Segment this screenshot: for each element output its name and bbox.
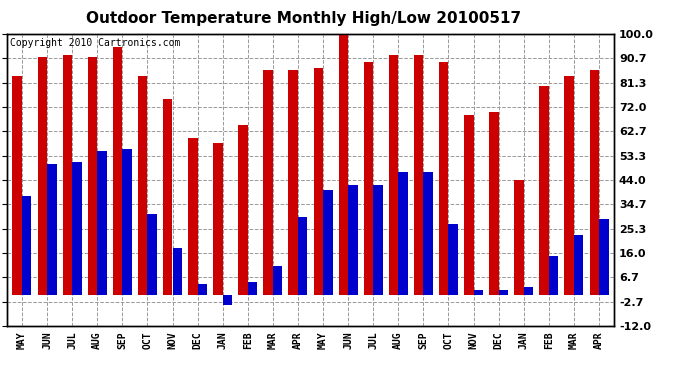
- Bar: [540, 86, 549, 295]
- Bar: [564, 75, 574, 295]
- Text: Outdoor Temperature Monthly High/Low 20100517: Outdoor Temperature Monthly High/Low 201…: [86, 11, 521, 26]
- Bar: [313, 68, 323, 295]
- Bar: [398, 172, 408, 295]
- Bar: [589, 70, 599, 295]
- Bar: [47, 164, 57, 295]
- Bar: [364, 63, 373, 295]
- Bar: [264, 70, 273, 295]
- Bar: [514, 180, 524, 295]
- Bar: [238, 125, 248, 295]
- Bar: [499, 290, 509, 295]
- Bar: [323, 190, 333, 295]
- Bar: [213, 144, 223, 295]
- Bar: [339, 31, 348, 295]
- Bar: [464, 115, 473, 295]
- Bar: [63, 55, 72, 295]
- Bar: [12, 75, 22, 295]
- Bar: [172, 248, 182, 295]
- Bar: [439, 63, 449, 295]
- Text: Copyright 2010 Cartronics.com: Copyright 2010 Cartronics.com: [10, 38, 180, 48]
- Bar: [88, 57, 97, 295]
- Bar: [348, 185, 357, 295]
- Bar: [197, 285, 207, 295]
- Bar: [414, 55, 424, 295]
- Bar: [524, 287, 533, 295]
- Bar: [489, 112, 499, 295]
- Bar: [223, 295, 233, 305]
- Bar: [298, 217, 308, 295]
- Bar: [388, 55, 398, 295]
- Bar: [248, 282, 257, 295]
- Bar: [72, 162, 81, 295]
- Bar: [22, 196, 32, 295]
- Bar: [549, 256, 558, 295]
- Bar: [574, 235, 584, 295]
- Bar: [288, 70, 298, 295]
- Bar: [148, 214, 157, 295]
- Bar: [122, 148, 132, 295]
- Bar: [188, 138, 197, 295]
- Bar: [448, 224, 458, 295]
- Bar: [163, 99, 172, 295]
- Bar: [424, 172, 433, 295]
- Bar: [138, 75, 148, 295]
- Bar: [37, 57, 47, 295]
- Bar: [373, 185, 383, 295]
- Bar: [112, 47, 122, 295]
- Bar: [97, 151, 107, 295]
- Bar: [473, 290, 483, 295]
- Bar: [273, 266, 282, 295]
- Bar: [599, 219, 609, 295]
